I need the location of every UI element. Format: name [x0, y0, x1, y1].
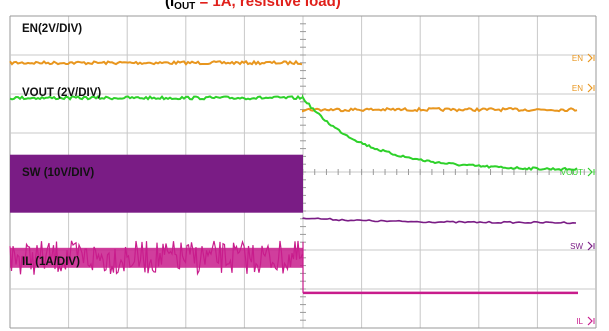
trace-en-after	[302, 106, 578, 113]
trace-sw	[302, 217, 577, 225]
title-subscript: OUT	[174, 1, 195, 12]
trace-vout-after	[302, 93, 578, 172]
trace-label-vout: VOUT (2V/DIV)	[22, 87, 101, 99]
marker-tag: SW	[570, 242, 583, 251]
trace-label-sw: SW (10V/DIV)	[22, 167, 94, 179]
marker-arrow-icon	[587, 316, 593, 326]
trace-en-before	[9, 59, 303, 66]
trace-sw-burst	[10, 154, 303, 213]
title-rest: = 1A, resistive load)	[195, 0, 340, 10]
channel-markers: EN EN VOUT SW IL	[561, 53, 595, 326]
trace-label-en: EN(2V/DIV)	[22, 23, 82, 35]
title-prefix: (I	[165, 0, 174, 10]
trace-labels: EN(2V/DIV) VOUT (2V/DIV) SW (10V/DIV) IL (1…	[22, 23, 101, 268]
trace-il-band	[10, 247, 303, 268]
marker-arrow-icon	[587, 53, 593, 63]
trace-label-il: IL (1A/DIV)	[22, 256, 80, 268]
trace-vout-before	[9, 94, 303, 101]
chart-title: (IOUT = 1A, resistive load)	[165, 0, 341, 12]
marker-arrow-icon	[587, 241, 593, 251]
marker-tag: VOUT	[561, 168, 583, 177]
marker-tag: EN	[572, 84, 583, 93]
marker-tag: EN	[572, 54, 583, 63]
traces	[9, 59, 578, 295]
marker-tag: IL	[576, 317, 583, 326]
marker-arrow-icon	[587, 167, 593, 177]
marker-arrow-icon	[587, 83, 593, 93]
